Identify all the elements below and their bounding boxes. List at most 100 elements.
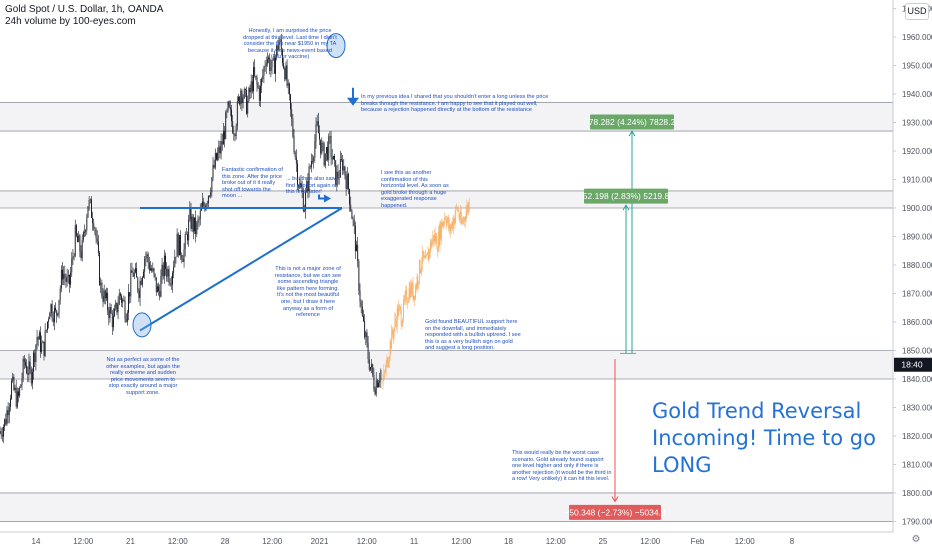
candle-body xyxy=(159,291,160,297)
candle-body xyxy=(85,230,86,232)
y-tick-label: 1910.000 xyxy=(902,176,932,185)
candle-body xyxy=(64,274,65,278)
candle-body xyxy=(172,273,173,285)
projection-body xyxy=(419,260,420,281)
candle-body xyxy=(111,307,112,313)
candle-body xyxy=(343,166,344,170)
candle-body xyxy=(257,77,258,84)
candle-body xyxy=(121,296,122,303)
candle-body xyxy=(2,435,3,437)
candle-body xyxy=(265,66,266,67)
candle-body xyxy=(174,257,175,267)
candle-body xyxy=(195,217,196,234)
candle-body xyxy=(228,102,229,111)
candle-body xyxy=(40,332,41,352)
projection-body xyxy=(433,235,434,241)
projection-body xyxy=(449,224,450,228)
projection-body xyxy=(388,363,389,367)
projection-body xyxy=(462,221,463,222)
candle-body xyxy=(232,121,233,133)
measure-label: 52.198 (2.83%) 5219.8 xyxy=(583,191,670,201)
candle-body xyxy=(6,410,7,424)
projection-body xyxy=(440,223,441,238)
candle-body xyxy=(69,275,70,284)
candle-body xyxy=(164,256,165,277)
candle-body xyxy=(130,270,131,296)
candle-body xyxy=(304,211,305,212)
candle-body xyxy=(367,332,368,343)
candle-body xyxy=(237,101,238,126)
candle-body xyxy=(156,277,157,292)
candle-body xyxy=(120,293,121,295)
y-tick-label: 1890.000 xyxy=(902,233,932,242)
candle-body xyxy=(211,178,212,193)
candle-body xyxy=(157,286,158,292)
candle-body xyxy=(28,362,29,375)
candle-body xyxy=(127,313,128,322)
projection-body xyxy=(417,277,418,284)
x-tick-label: 12:00 xyxy=(546,537,567,546)
projection-body xyxy=(447,220,448,224)
candle-body xyxy=(15,388,16,390)
candle-body xyxy=(185,234,186,249)
projection-body xyxy=(465,220,466,221)
candle-body xyxy=(380,370,381,380)
candle-body xyxy=(152,268,153,270)
candle-body xyxy=(76,225,77,235)
projection-body xyxy=(406,291,407,295)
candle-body xyxy=(328,136,329,159)
candle-body xyxy=(229,102,230,108)
x-tick-label: 11 xyxy=(410,537,419,546)
candle-body xyxy=(186,234,187,235)
candle-body xyxy=(313,158,314,161)
candle-body xyxy=(200,211,201,219)
candle-body xyxy=(181,255,182,260)
candle-body xyxy=(240,91,241,105)
candle-body xyxy=(324,144,325,166)
ruler-icon[interactable]: ⚙ xyxy=(906,533,926,547)
candle-body xyxy=(363,316,364,321)
projection-body xyxy=(403,300,404,319)
x-tick-label: 12:00 xyxy=(262,537,283,546)
candle-body xyxy=(140,281,141,298)
annotation-beautiful: Gold found BEAUTIFUL support here on the… xyxy=(425,319,523,352)
candle-body xyxy=(321,143,322,154)
candle-body xyxy=(184,249,185,262)
candle-body xyxy=(112,313,113,327)
candle-body xyxy=(345,166,346,175)
currency-button[interactable]: USD xyxy=(905,3,929,20)
projection-body xyxy=(462,221,463,223)
projection-body xyxy=(398,308,399,316)
projection-body xyxy=(460,212,461,221)
candle-body xyxy=(241,91,242,103)
candle-body xyxy=(327,147,328,160)
candle-body xyxy=(332,157,333,159)
projection-body xyxy=(389,357,390,363)
projection-body xyxy=(458,210,459,211)
candle-body xyxy=(179,235,180,255)
candle-body xyxy=(353,219,354,220)
candle-body xyxy=(83,232,84,240)
candle-body xyxy=(239,97,240,104)
candle-body xyxy=(34,353,35,362)
candle-body xyxy=(13,377,14,390)
candle-body xyxy=(213,165,214,178)
projection-body xyxy=(391,329,392,348)
candle-body xyxy=(31,369,32,383)
projection-body xyxy=(384,371,385,372)
candle-body xyxy=(262,76,263,79)
projection-body xyxy=(411,284,412,295)
candle-body xyxy=(143,272,144,278)
projection-body xyxy=(425,256,426,259)
low-circle xyxy=(133,313,151,337)
projection-body xyxy=(436,236,437,242)
candle-body xyxy=(178,234,179,255)
annotation-but-then: ... but then also saw it find support ag… xyxy=(286,176,342,196)
candle-body xyxy=(79,235,80,251)
candle-body xyxy=(149,262,150,270)
projection-body xyxy=(392,329,393,335)
projection-body xyxy=(463,218,464,222)
projection-body xyxy=(464,218,465,221)
candle-body xyxy=(10,398,11,406)
